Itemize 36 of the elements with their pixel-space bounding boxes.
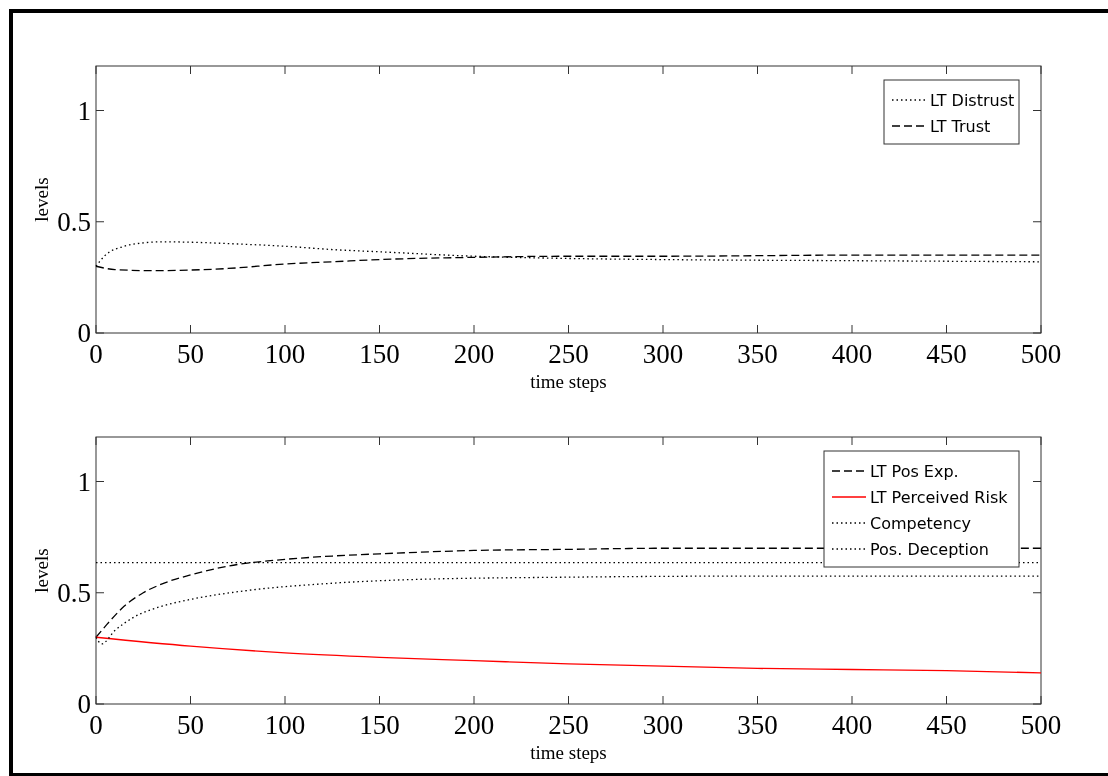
y-tick-label: 0: [77, 318, 91, 348]
x-tick-label: 350: [737, 339, 778, 369]
x-tick-label: 50: [177, 339, 204, 369]
x-tick-label: 500: [1020, 710, 1062, 740]
x-tick-label: 300: [642, 339, 684, 369]
y-axis-title: levels: [31, 548, 52, 593]
x-tick-label: 150: [359, 339, 400, 369]
x-tick-label: 200: [453, 339, 495, 369]
legend-label: LT Distrust: [930, 91, 1015, 110]
legend-label: LT Perceived Risk: [870, 488, 1009, 507]
x-tick-label: 100: [264, 339, 306, 369]
x-tick-label: 400: [831, 710, 873, 740]
x-axis-title: time steps: [530, 742, 607, 763]
x-tick-label: 200: [453, 710, 495, 740]
x-tick-label: 500: [1020, 339, 1062, 369]
legend-label: LT Trust: [930, 117, 991, 136]
x-axis-title: time steps: [530, 371, 607, 392]
x-tick-label: 150: [359, 710, 400, 740]
legend-label: LT Pos Exp.: [870, 462, 959, 481]
x-tick-label: 250: [548, 339, 589, 369]
x-tick-label: 350: [737, 710, 778, 740]
y-tick-label: 0: [77, 689, 91, 719]
x-tick-label: 250: [548, 710, 589, 740]
y-tick-label: 1: [77, 466, 91, 497]
y-tick-label: 0.5: [57, 577, 91, 608]
y-axis-title: levels: [31, 177, 52, 222]
y-tick-label: 0.5: [57, 206, 91, 237]
x-tick-label: 300: [642, 710, 684, 740]
legend-label: Pos. Deception: [870, 540, 989, 559]
legend-label: Competency: [870, 514, 972, 533]
x-tick-label: 450: [926, 710, 967, 740]
y-tick-label: 1: [77, 95, 91, 126]
x-tick-label: 100: [264, 710, 306, 740]
x-tick-label: 50: [177, 710, 204, 740]
x-tick-label: 450: [926, 339, 967, 369]
x-tick-label: 400: [831, 339, 873, 369]
